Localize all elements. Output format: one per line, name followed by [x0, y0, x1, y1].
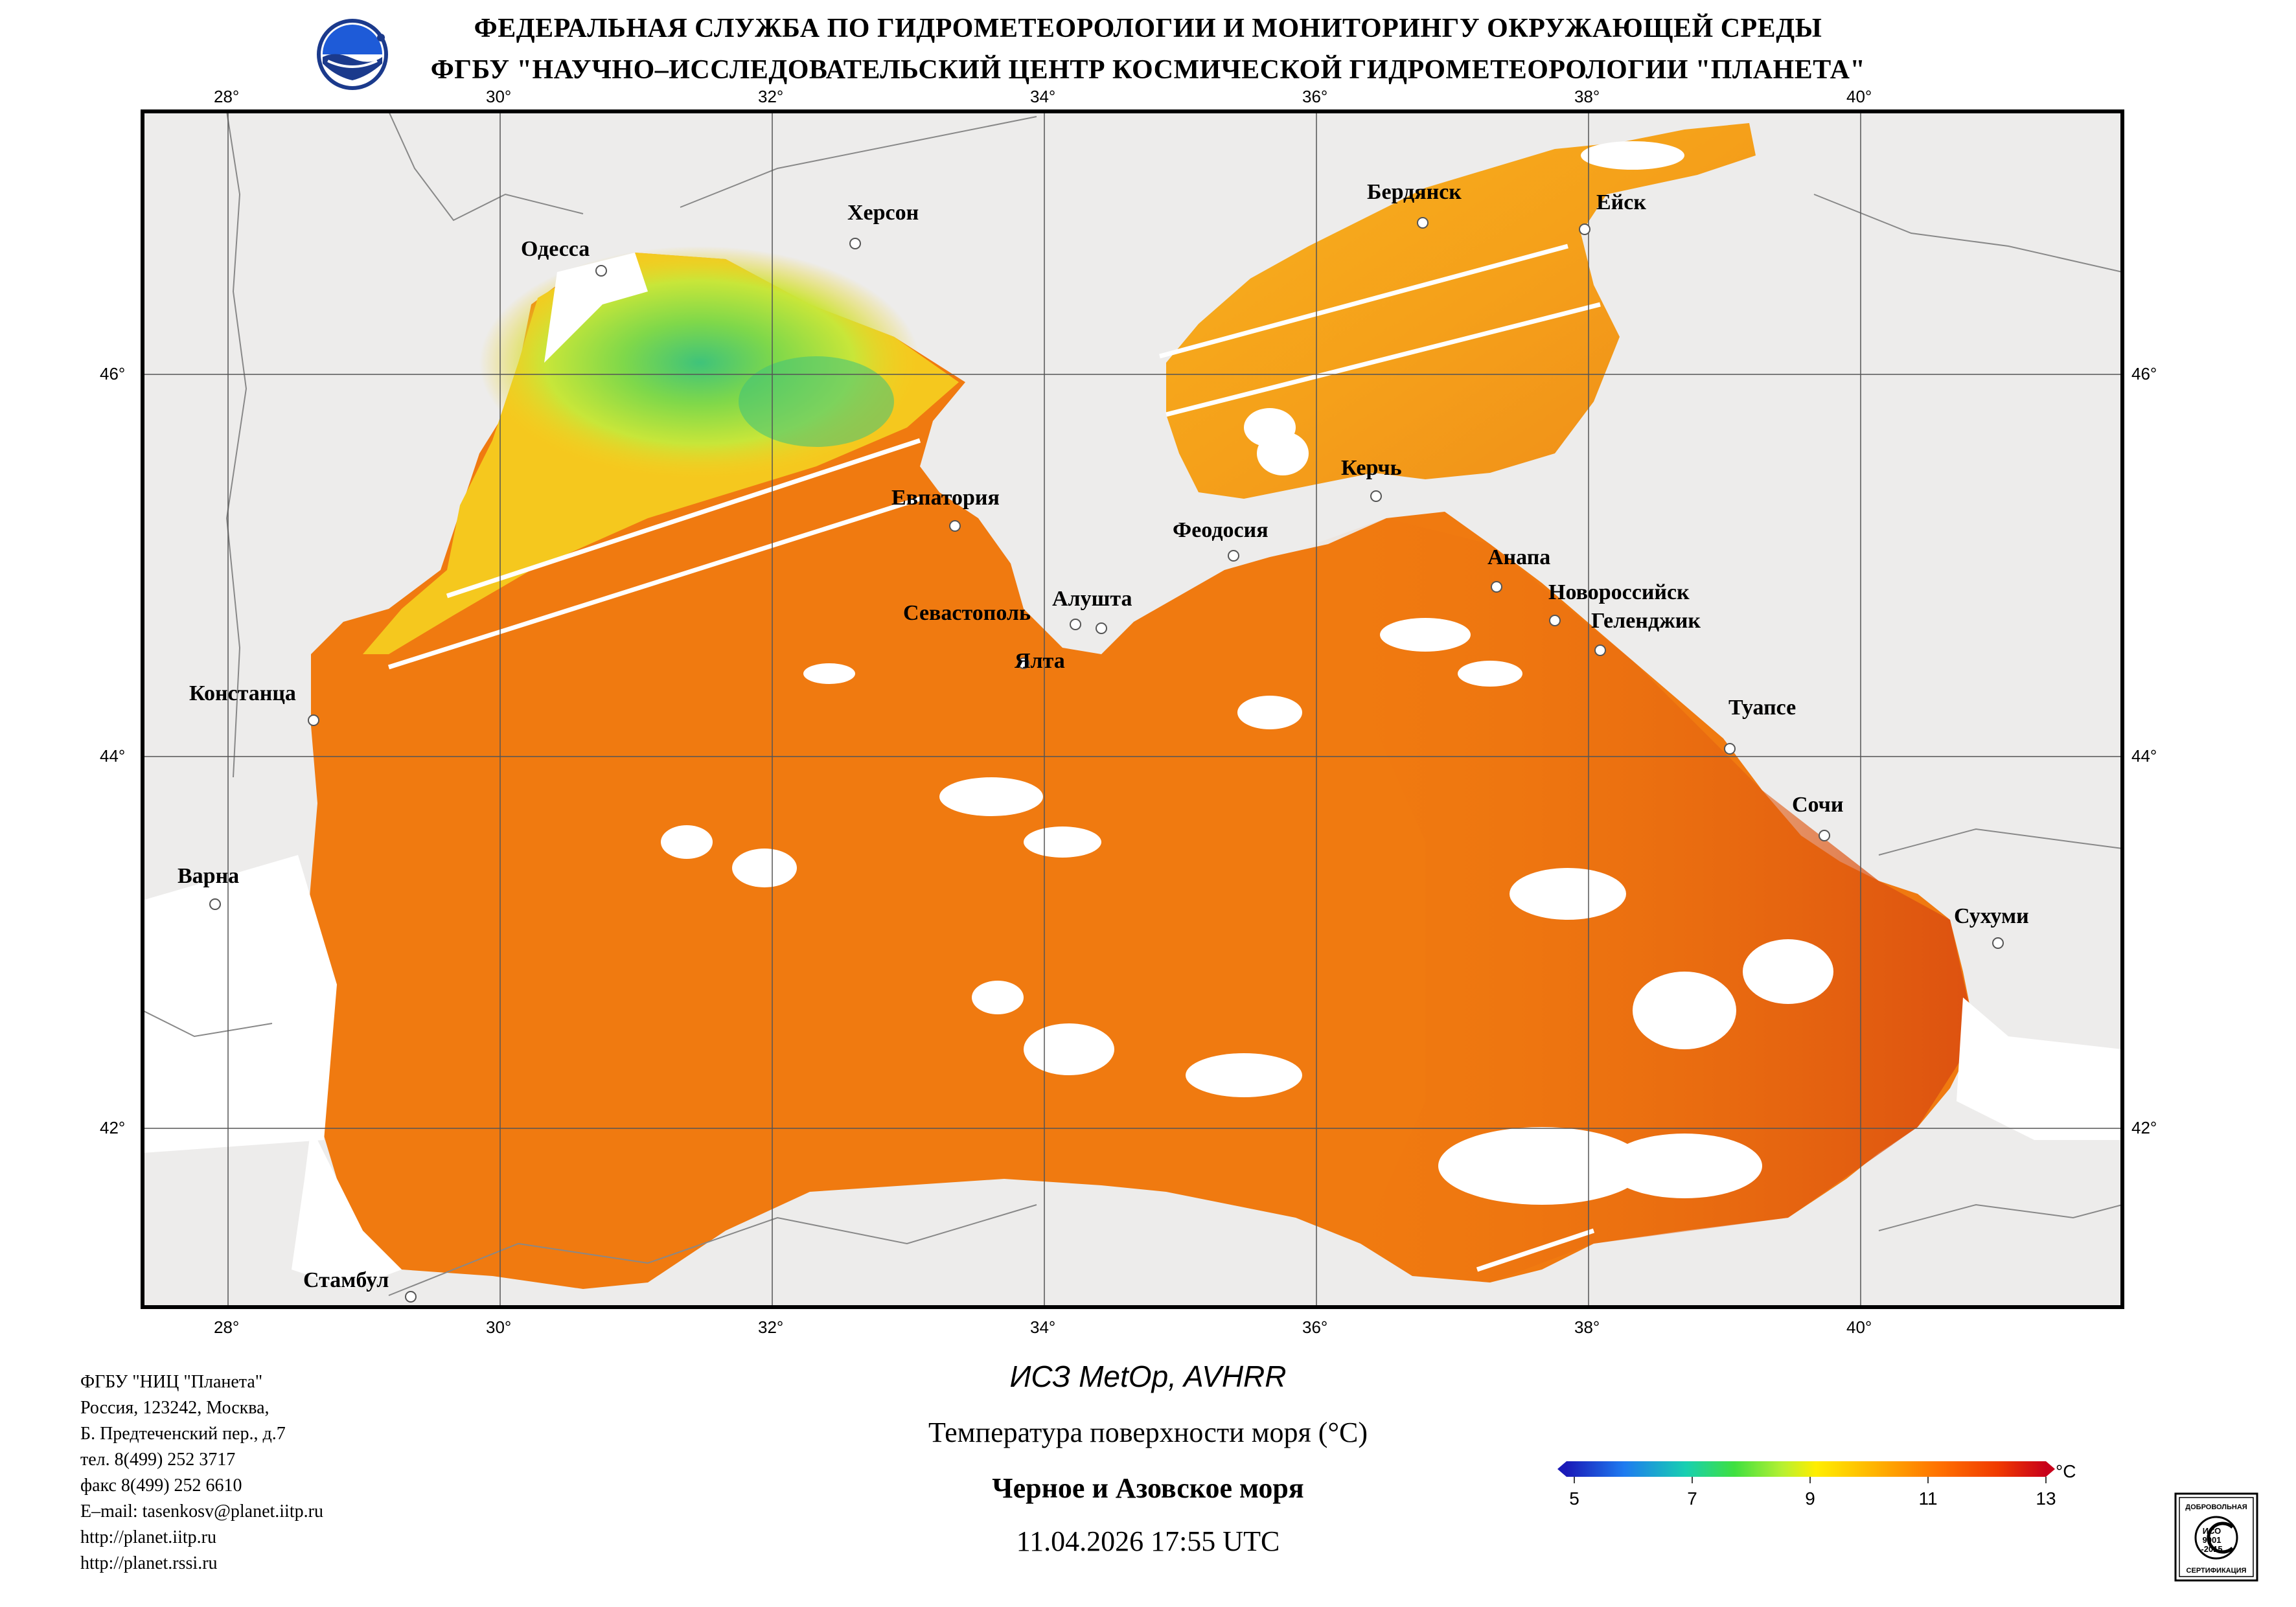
city-label: Алушта: [1052, 587, 1132, 611]
city-label: Сухуми: [1954, 904, 2029, 928]
parameter-caption: Температура поверхности моря (°C): [928, 1417, 1368, 1448]
border-lines: [143, 111, 2122, 1296]
org-line: E–mail: tasenkosv@planet.iitp.ru: [80, 1501, 323, 1522]
lat-label-left: 44°: [100, 746, 126, 766]
lat-label-left: 42°: [100, 1118, 126, 1137]
header-subtitle: ФГБУ "НАУЧНО–ИССЛЕДОВАТЕЛЬСКИЙ ЦЕНТР КОС…: [430, 55, 1866, 85]
city-label: Стамбул: [303, 1268, 389, 1292]
color-legend-bar: [1557, 1461, 2055, 1483]
lon-label-bottom: 34°: [1030, 1317, 1056, 1337]
legend-tick: 9: [1805, 1488, 1815, 1509]
east-warm-zone: [1296, 518, 1976, 1282]
org-line: http://planet.rssi.ru: [80, 1553, 218, 1573]
city-label: Туапсе: [1728, 696, 1797, 720]
city-label: Варна: [178, 864, 240, 888]
org-line: ФГБУ "НИЦ "Планета": [80, 1372, 263, 1392]
lon-label-top: 36°: [1302, 87, 1328, 106]
svg-text:СЕРТИФИКАЦИЯ: СЕРТИФИКАЦИЯ: [2187, 1567, 2247, 1575]
lon-label-bottom: 36°: [1302, 1317, 1328, 1337]
org-line: факс 8(499) 252 6610: [80, 1476, 242, 1496]
lat-label-left: 46°: [100, 364, 126, 383]
city-label: Бердянск: [1367, 180, 1462, 204]
coldest-water-spot: [739, 356, 894, 447]
city-label: Феодосия: [1173, 518, 1269, 542]
lon-label-top: 38°: [1574, 87, 1600, 106]
lon-label-top: 28°: [214, 87, 240, 106]
satellite-caption: ИСЗ MetOp, AVHRR: [1009, 1360, 1287, 1393]
legend-tick: 7: [1687, 1488, 1697, 1509]
legend-tick: 13: [2036, 1488, 2056, 1509]
azov-sea-sst: [1166, 123, 1756, 499]
city-label: Сочи: [1792, 793, 1844, 817]
lat-label-right: 46°: [2131, 364, 2157, 383]
region-caption: Черное и Азовское моря: [992, 1472, 1304, 1504]
lat-label-right: 42°: [2131, 1118, 2157, 1137]
org-line: Россия, 123242, Москва,: [80, 1398, 270, 1418]
city-label: Ялта: [1015, 649, 1065, 673]
city-label: Анапа: [1487, 545, 1551, 569]
lon-label-bottom: 28°: [214, 1317, 240, 1337]
city-label: Евпатория: [891, 486, 1000, 510]
svg-text:9001: 9001: [2203, 1535, 2221, 1545]
org-contact-info: ФГБУ "НИЦ "Планета" Россия, 123242, Моск…: [80, 1369, 323, 1577]
city-label: Одесса: [521, 237, 590, 261]
lon-label-bottom: 30°: [486, 1317, 512, 1337]
datetime-caption: 11.04.2026 17:55 UTC: [1016, 1525, 1280, 1557]
lon-label-top: 34°: [1030, 87, 1056, 106]
city-label: Ейск: [1596, 190, 1646, 214]
legend-tick: 11: [1918, 1488, 1938, 1509]
header-title: ФЕДЕРАЛЬНАЯ СЛУЖБА ПО ГИДРОМЕТЕОРОЛОГИИ …: [474, 14, 1822, 43]
city-label: Геленджик: [1591, 609, 1701, 633]
lon-label-bottom: 40°: [1846, 1317, 1872, 1337]
city-label: Констанца: [189, 681, 296, 705]
lon-label-top: 32°: [758, 87, 784, 106]
lon-label-top: 30°: [486, 87, 512, 106]
legend-tick: 5: [1569, 1488, 1579, 1509]
city-markers: [209, 217, 2004, 1303]
cloud-mask: [143, 141, 2122, 1289]
map-frame: [141, 109, 2124, 1309]
lon-label-top: 40°: [1846, 87, 1872, 106]
lat-label-right: 44°: [2131, 746, 2157, 766]
org-line: http://planet.iitp.ru: [80, 1527, 216, 1547]
iso-certification-stamp: ДОБРОВОЛЬНАЯ ИСО 9001 -2015 СЕРТИФИКАЦИЯ: [2174, 1492, 2258, 1582]
lon-label-bottom: 32°: [758, 1317, 784, 1337]
lon-label-bottom: 38°: [1574, 1317, 1600, 1337]
city-label: Новороссийск: [1548, 580, 1690, 604]
planeta-logo-icon: [317, 19, 388, 90]
graticule: [143, 111, 2122, 1307]
swath-gap-lines: [387, 244, 1601, 1272]
svg-text:ДОБРОВОЛЬНАЯ: ДОБРОВОЛЬНАЯ: [2185, 1503, 2247, 1511]
city-label: Керчь: [1341, 456, 1402, 480]
city-label: Севастополь: [903, 601, 1031, 625]
legend-unit: °C: [2056, 1461, 2076, 1481]
org-line: тел. 8(499) 252 3717: [80, 1450, 236, 1470]
org-line: Б. Предтеченский пер., д.7: [80, 1424, 286, 1444]
city-label: Херсон: [847, 201, 919, 225]
